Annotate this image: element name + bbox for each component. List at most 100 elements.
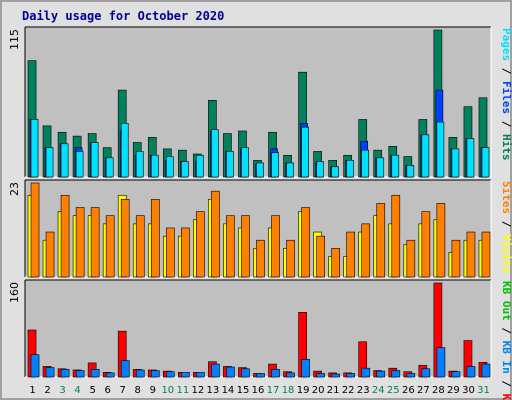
bar-bottom-kb-in-day-26 bbox=[406, 373, 416, 378]
legend-entry: Sites bbox=[500, 181, 512, 214]
x-tick-label: 23 bbox=[357, 385, 370, 396]
legend-bottom: KB Out / KB In / KB F bbox=[500, 281, 512, 400]
bar-top-pages-day-10 bbox=[165, 156, 174, 178]
bar-top-pages-day-9 bbox=[150, 154, 159, 178]
x-tick-label: 6 bbox=[104, 385, 110, 396]
bar-bottom-kb-in-day-25 bbox=[391, 370, 401, 378]
x-tick-label: 20 bbox=[312, 385, 325, 396]
x-tick-label: 26 bbox=[402, 385, 415, 396]
bar-bottom-kb-in-day-1 bbox=[30, 354, 40, 378]
bar-top-pages-day-13 bbox=[211, 129, 219, 178]
x-tick-label: 2 bbox=[44, 385, 50, 396]
bar-top-pages-day-20 bbox=[316, 161, 324, 178]
bar-top-pages-day-14 bbox=[226, 151, 234, 178]
chart-title: Daily usage for October 2020 bbox=[22, 9, 225, 23]
x-tick-label: 27 bbox=[417, 385, 430, 396]
legend-separator: / bbox=[500, 214, 512, 234]
plot-area-top bbox=[25, 27, 491, 177]
bar-bottom-kb-in-day-23 bbox=[361, 367, 371, 378]
bar-top-pages-day-23 bbox=[361, 149, 370, 178]
x-tick-label: 31 bbox=[477, 385, 490, 396]
bar-bottom-kb-in-day-14 bbox=[226, 366, 235, 378]
x-tick-label: 13 bbox=[207, 385, 220, 396]
bar-bottom-kb-in-day-21 bbox=[331, 373, 340, 378]
bar-middle-sites-day-22 bbox=[346, 231, 356, 278]
bar-bottom-kb-in-day-30 bbox=[466, 366, 476, 378]
bar-bottom-kb-in-day-16 bbox=[256, 373, 265, 378]
bar-top-pages-day-28 bbox=[436, 121, 445, 178]
bar-top-pages-day-27 bbox=[421, 134, 430, 178]
legend-entry: Hits bbox=[500, 134, 512, 161]
bar-bottom-kb-in-day-31 bbox=[481, 363, 491, 378]
bar-bottom-kb-in-day-6 bbox=[105, 372, 115, 378]
bar-top-pages-day-31 bbox=[481, 147, 490, 178]
bar-middle-sites-day-6 bbox=[105, 215, 115, 278]
x-tick-label: 14 bbox=[222, 385, 235, 396]
bar-middle-sites-day-13 bbox=[211, 190, 220, 278]
bar-middle-sites-day-19 bbox=[301, 207, 310, 278]
x-tick-label: 24 bbox=[372, 385, 385, 396]
x-tick-label: 11 bbox=[176, 385, 189, 396]
bar-middle-sites-day-5 bbox=[90, 207, 100, 278]
bar-bottom-kb-in-day-19 bbox=[301, 359, 310, 378]
legend-middle: Sites / Visits bbox=[500, 181, 512, 274]
x-tick-label: 15 bbox=[237, 385, 250, 396]
bar-middle-sites-day-15 bbox=[241, 215, 250, 278]
bar-middle-sites-day-3 bbox=[60, 194, 70, 278]
bar-middle-sites-day-23 bbox=[361, 223, 371, 278]
legend-top: Pages / Files / Hits bbox=[500, 28, 512, 161]
bar-bottom-kb-in-day-20 bbox=[316, 373, 325, 378]
bar-middle-sites-day-11 bbox=[181, 227, 190, 278]
bar-bottom-kb-in-day-29 bbox=[451, 371, 461, 378]
bar-top-pages-day-21 bbox=[331, 166, 339, 178]
legend-entry: Visits bbox=[500, 234, 512, 274]
legend-separator: / bbox=[500, 374, 512, 394]
x-tick-label: 21 bbox=[327, 385, 340, 396]
bar-top-pages-day-7 bbox=[120, 123, 129, 178]
x-tick-label: 3 bbox=[59, 385, 65, 396]
legend-entry: KB Out bbox=[500, 281, 512, 321]
bar-bottom-kb-in-day-18 bbox=[286, 372, 295, 378]
x-tick-label: 25 bbox=[387, 385, 400, 396]
x-tick-label: 19 bbox=[297, 385, 310, 396]
bar-top-pages-day-11 bbox=[181, 161, 189, 178]
bar-middle-sites-day-31 bbox=[481, 231, 491, 278]
bar-top-pages-day-19 bbox=[301, 126, 309, 178]
plot-area-bottom bbox=[25, 280, 491, 377]
bar-middle-sites-day-26 bbox=[406, 239, 416, 278]
bar-top-pages-day-22 bbox=[346, 160, 355, 178]
bar-middle-sites-day-24 bbox=[376, 203, 386, 278]
bar-bottom-kb-in-day-17 bbox=[271, 369, 280, 378]
bar-middle-sites-day-30 bbox=[466, 231, 476, 278]
x-tick-label: 7 bbox=[120, 385, 126, 396]
x-tick-label: 17 bbox=[267, 385, 280, 396]
bar-middle-sites-day-21 bbox=[331, 248, 340, 278]
bar-middle-sites-day-27 bbox=[421, 211, 431, 278]
x-tick-label: 10 bbox=[161, 385, 174, 396]
bar-top-pages-day-30 bbox=[466, 138, 475, 178]
bar-middle-sites-day-1 bbox=[30, 182, 40, 278]
bar-bottom-kb-in-day-7 bbox=[120, 360, 130, 378]
x-tick-label: 29 bbox=[447, 385, 460, 396]
bar-bottom-kb-in-day-10 bbox=[165, 371, 175, 378]
bar-middle-sites-day-10 bbox=[165, 227, 175, 278]
bar-middle-sites-day-14 bbox=[226, 215, 235, 278]
bar-middle-sites-day-12 bbox=[196, 211, 205, 278]
bar-bottom-kb-in-day-28 bbox=[436, 347, 446, 378]
bar-middle-sites-day-25 bbox=[391, 194, 401, 278]
bar-top-pages-day-6 bbox=[105, 157, 114, 178]
bar-middle-sites-day-29 bbox=[451, 239, 461, 278]
x-tick-label: 1 bbox=[29, 385, 35, 396]
x-tick-label: 9 bbox=[150, 385, 156, 396]
x-tick-label: 4 bbox=[74, 385, 80, 396]
bar-top-pages-day-2 bbox=[45, 147, 54, 178]
bar-bottom-kb-in-day-24 bbox=[376, 370, 386, 378]
bar-bottom-kb-in-day-15 bbox=[241, 368, 250, 378]
bar-middle-sites-day-9 bbox=[150, 199, 160, 278]
x-tick-label: 16 bbox=[252, 385, 265, 396]
bar-top-pages-day-29 bbox=[451, 148, 460, 178]
bar-bottom-kb-in-day-4 bbox=[75, 370, 85, 378]
bar-top-pages-day-15 bbox=[241, 147, 249, 178]
bar-middle-sites-day-7 bbox=[120, 199, 130, 278]
